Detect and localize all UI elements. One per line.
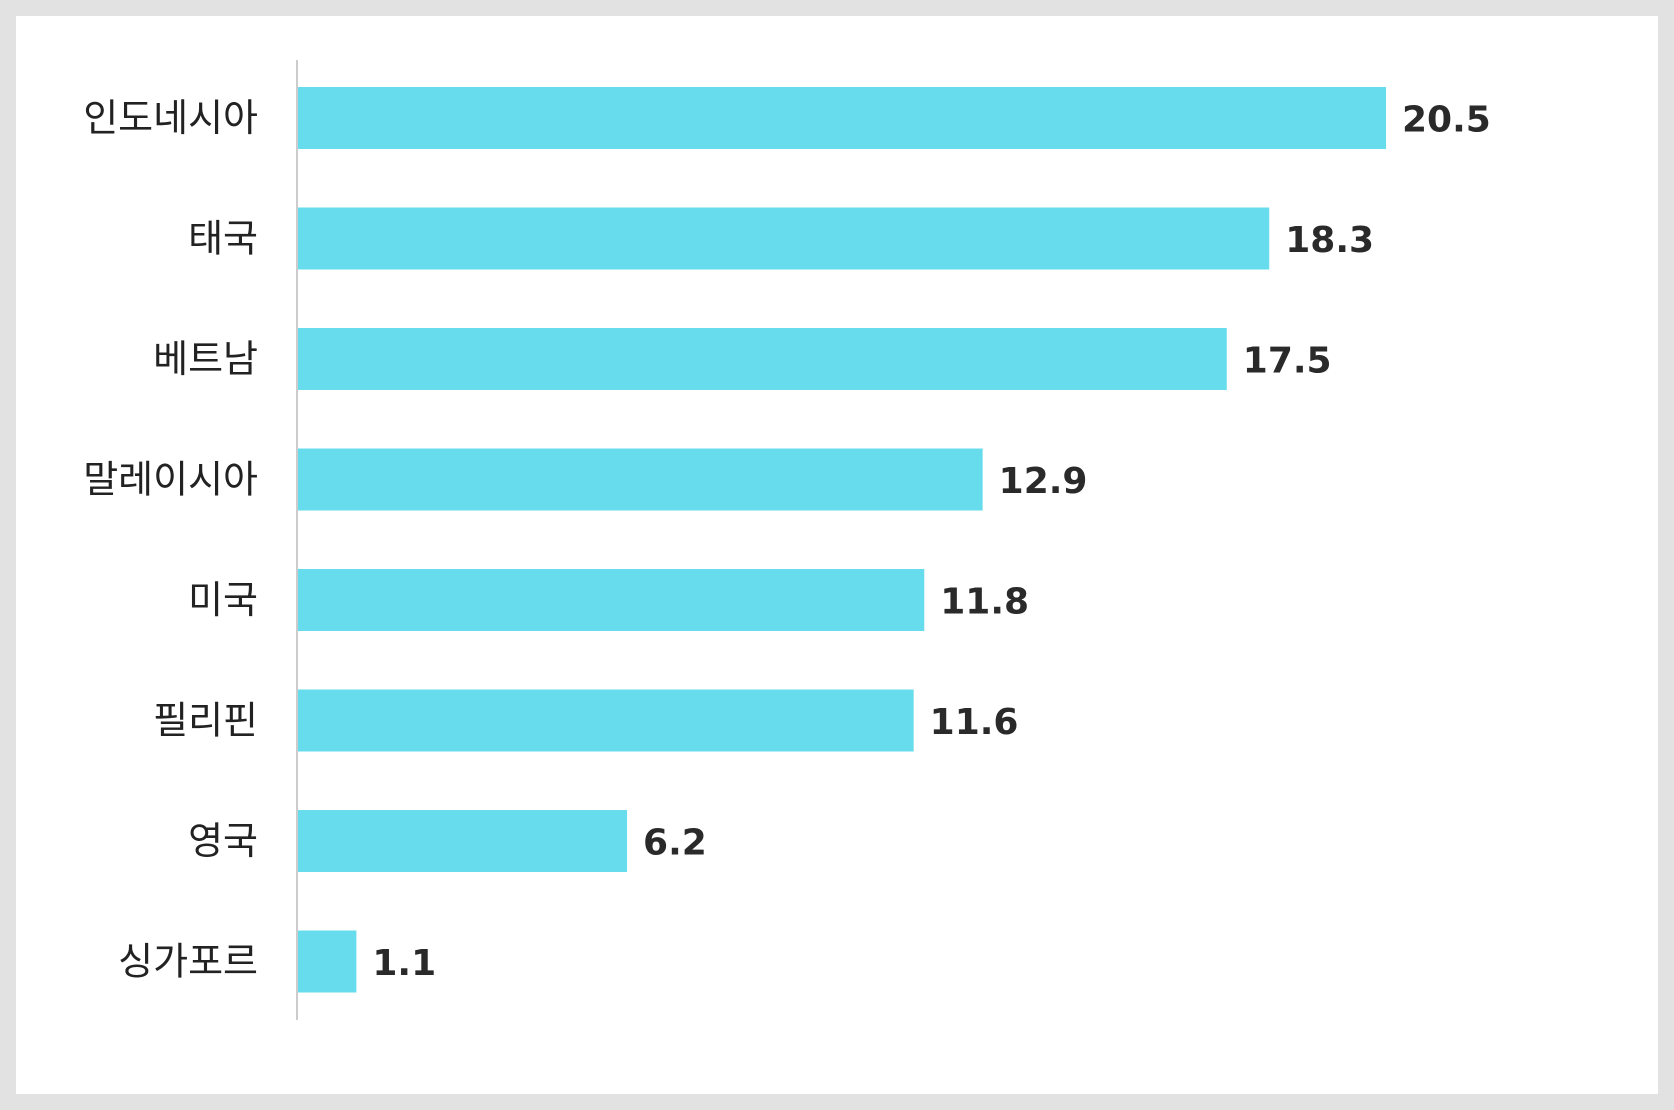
bar xyxy=(298,930,357,993)
value-label: 6.2 xyxy=(643,823,707,864)
value-label: 17.5 xyxy=(1243,341,1332,382)
value-label: 1.1 xyxy=(372,943,436,984)
category-label: 태국 xyxy=(188,217,258,261)
bar xyxy=(298,448,983,511)
bar xyxy=(298,207,1270,270)
category-label: 말레이시아 xyxy=(83,458,258,502)
value-label: 11.6 xyxy=(930,702,1019,743)
value-label: 12.9 xyxy=(999,461,1088,502)
value-label: 18.3 xyxy=(1285,220,1374,261)
category-label: 인도네시아 xyxy=(83,96,258,140)
category-label: 미국 xyxy=(188,578,258,622)
bars-layer: 인도네시아 20.5 태국 18.3 베트남 17.5 말레이시아 12.9 미국 11.8 필리핀… xyxy=(83,87,1491,993)
bar xyxy=(298,328,1227,390)
category-label: 영국 xyxy=(188,819,258,863)
bar xyxy=(298,87,1386,149)
bar xyxy=(298,689,914,752)
bar xyxy=(298,569,925,631)
bar xyxy=(298,810,628,872)
category-label: 필리핀 xyxy=(153,699,258,743)
category-label: 베트남 xyxy=(153,337,258,381)
category-label: 싱가포르 xyxy=(118,940,258,984)
value-label: 20.5 xyxy=(1402,100,1491,141)
value-label: 11.8 xyxy=(940,582,1029,623)
